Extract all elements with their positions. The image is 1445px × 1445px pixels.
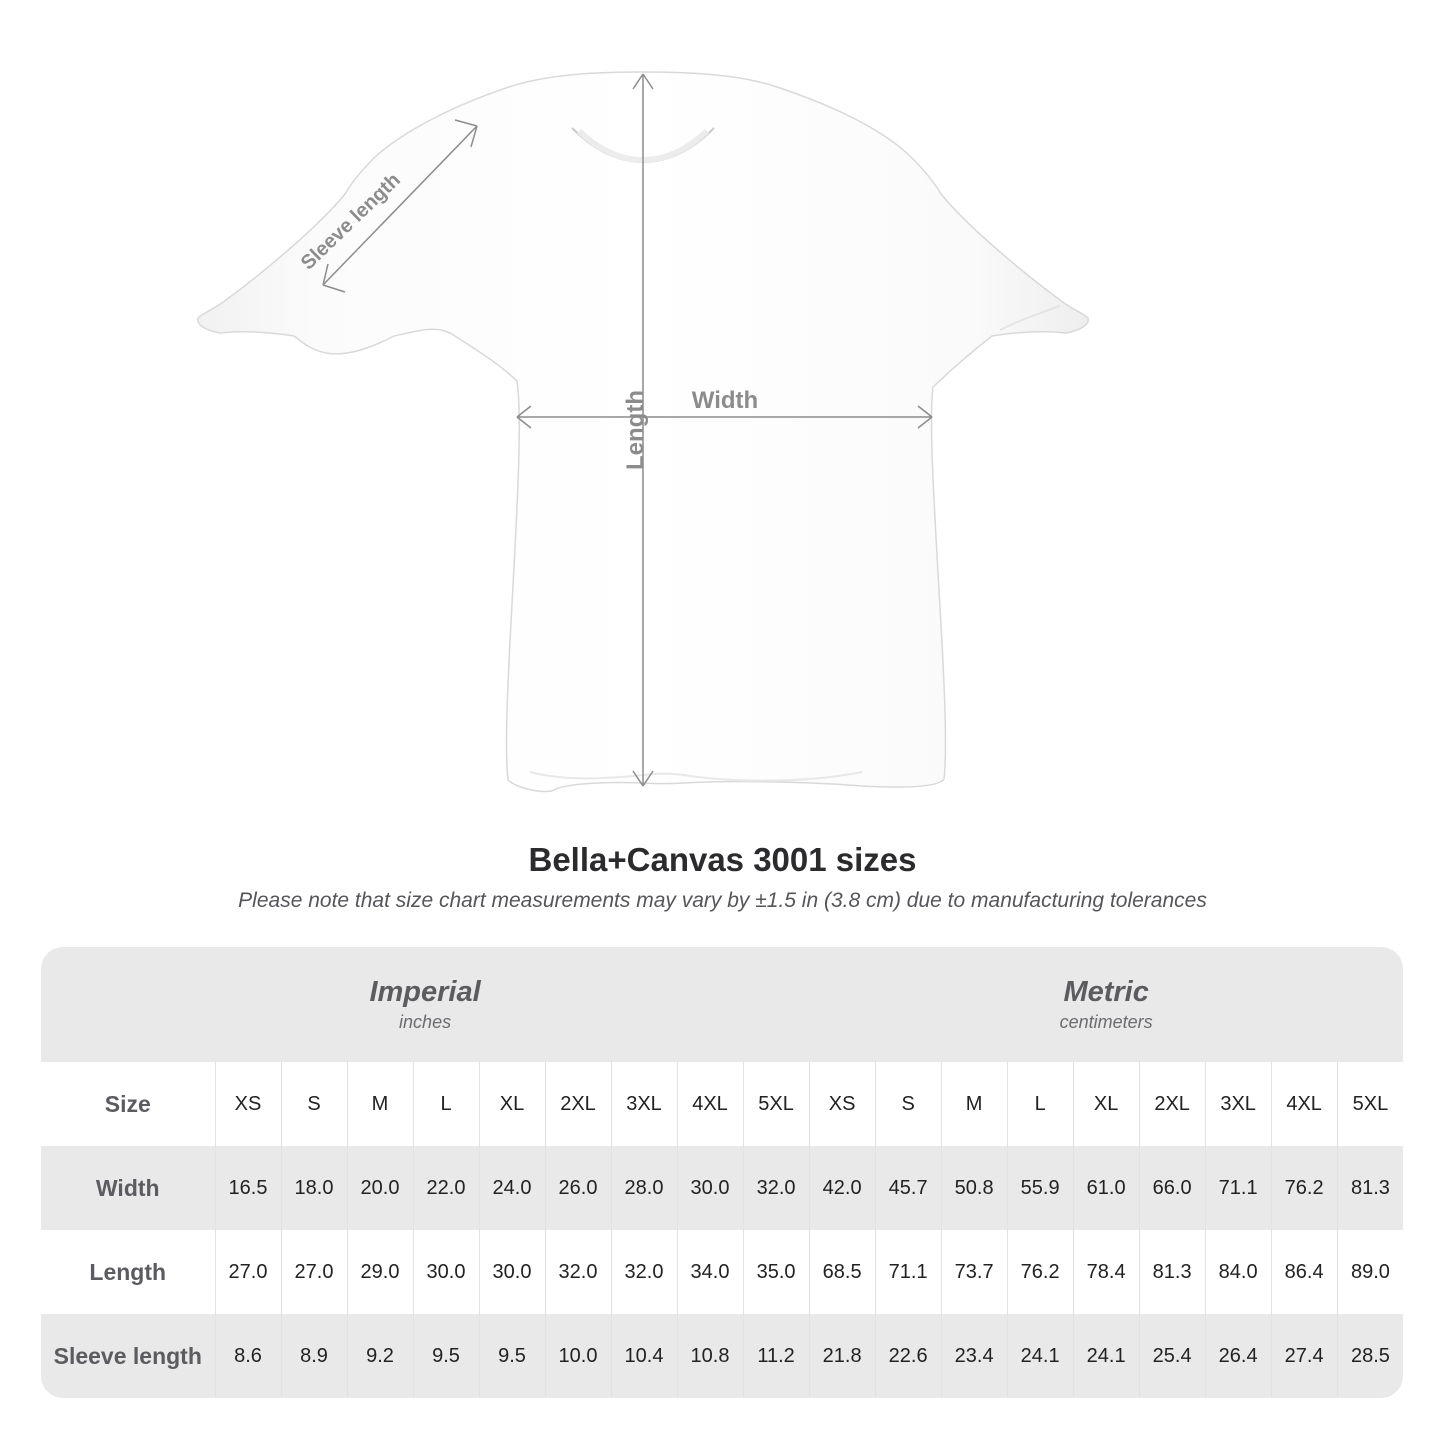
svg-text:Length: Length (622, 390, 649, 470)
svg-text:Width: Width (692, 387, 758, 414)
